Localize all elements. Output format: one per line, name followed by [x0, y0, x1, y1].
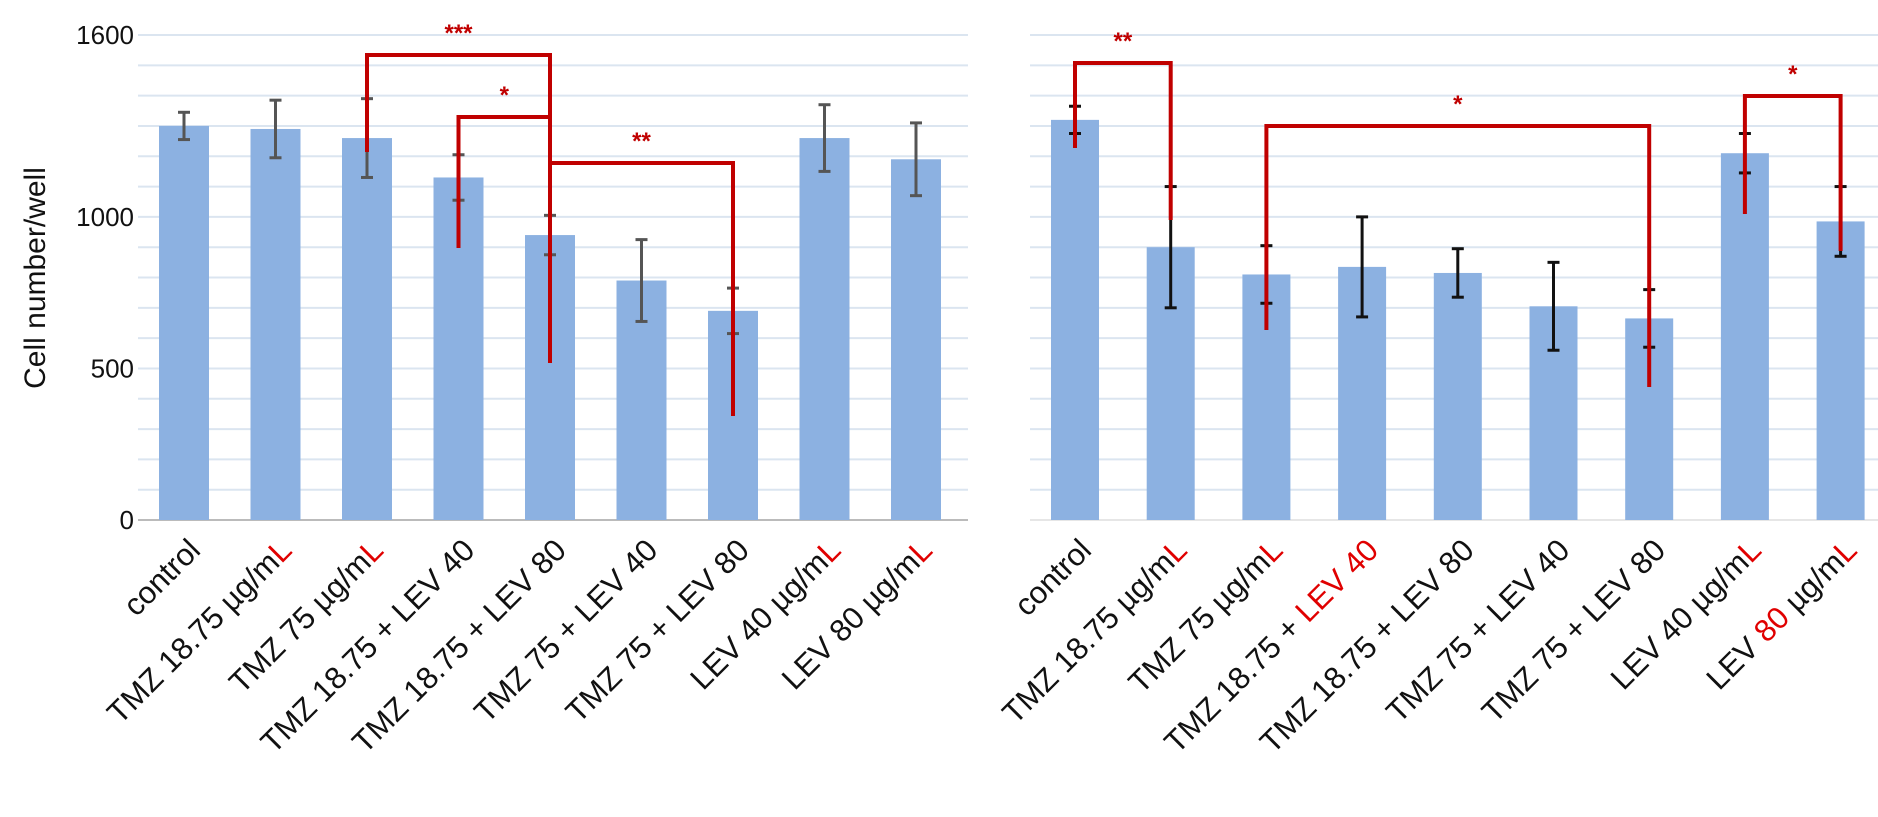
bar — [342, 138, 392, 520]
x-tick-label-part: TMZ 18.75 µg/m — [995, 544, 1181, 730]
bar — [1816, 221, 1865, 520]
significance-bracket — [1742, 94, 1843, 251]
significance-bracket — [1264, 124, 1652, 387]
error-bar — [910, 121, 922, 198]
y-tick-label: 1000 — [76, 202, 134, 232]
error-bar — [1356, 215, 1369, 319]
x-tick-label-part: LEV 40 — [1288, 532, 1385, 629]
x-tick-label: TMZ 75 + LEV 40 — [1379, 532, 1576, 729]
bar — [1433, 272, 1482, 520]
error-bar — [1451, 247, 1464, 299]
significance-label: ** — [632, 128, 651, 155]
y-axis-title: Cell number/well — [19, 167, 52, 389]
bar — [1051, 119, 1099, 520]
significance-label: * — [1788, 61, 1798, 88]
x-tick-label: TMZ 18.75 µg/mL — [995, 532, 1193, 730]
significance-label: *** — [444, 20, 473, 47]
error-bar — [269, 98, 282, 160]
significance-bracket — [365, 53, 552, 152]
x-tick-label-part: control — [116, 532, 207, 623]
error-bar — [818, 103, 831, 173]
bar — [159, 125, 209, 520]
x-tick-label-part: control — [1007, 532, 1098, 623]
y-tick-label: 500 — [91, 353, 134, 383]
x-tick-label-part: TMZ 18.75 µg/m — [100, 544, 286, 730]
bar — [799, 138, 850, 520]
x-tick-label: control — [116, 532, 207, 623]
bar — [250, 128, 301, 520]
x-tick-label: TMZ 75 + LEV 80 — [1475, 532, 1672, 729]
significance-bracket — [548, 161, 735, 416]
error-bar — [178, 110, 190, 142]
y-tick-label: 0 — [120, 505, 134, 535]
significance-label: * — [500, 82, 510, 109]
y-tick-label: 1600 — [76, 20, 134, 50]
x-tick-label: control — [1007, 532, 1098, 623]
significance-label: * — [1453, 91, 1463, 118]
x-tick-label-part: TMZ 75 + LEV 80 — [1475, 532, 1672, 729]
bar — [891, 159, 941, 520]
error-bar — [635, 238, 648, 323]
bar — [1720, 153, 1769, 520]
error-bar — [1547, 260, 1560, 352]
x-tick-label-part: TMZ 75 + LEV 40 — [1379, 532, 1576, 729]
significance-label: ** — [1114, 28, 1133, 55]
significance-bracket — [1073, 61, 1173, 220]
